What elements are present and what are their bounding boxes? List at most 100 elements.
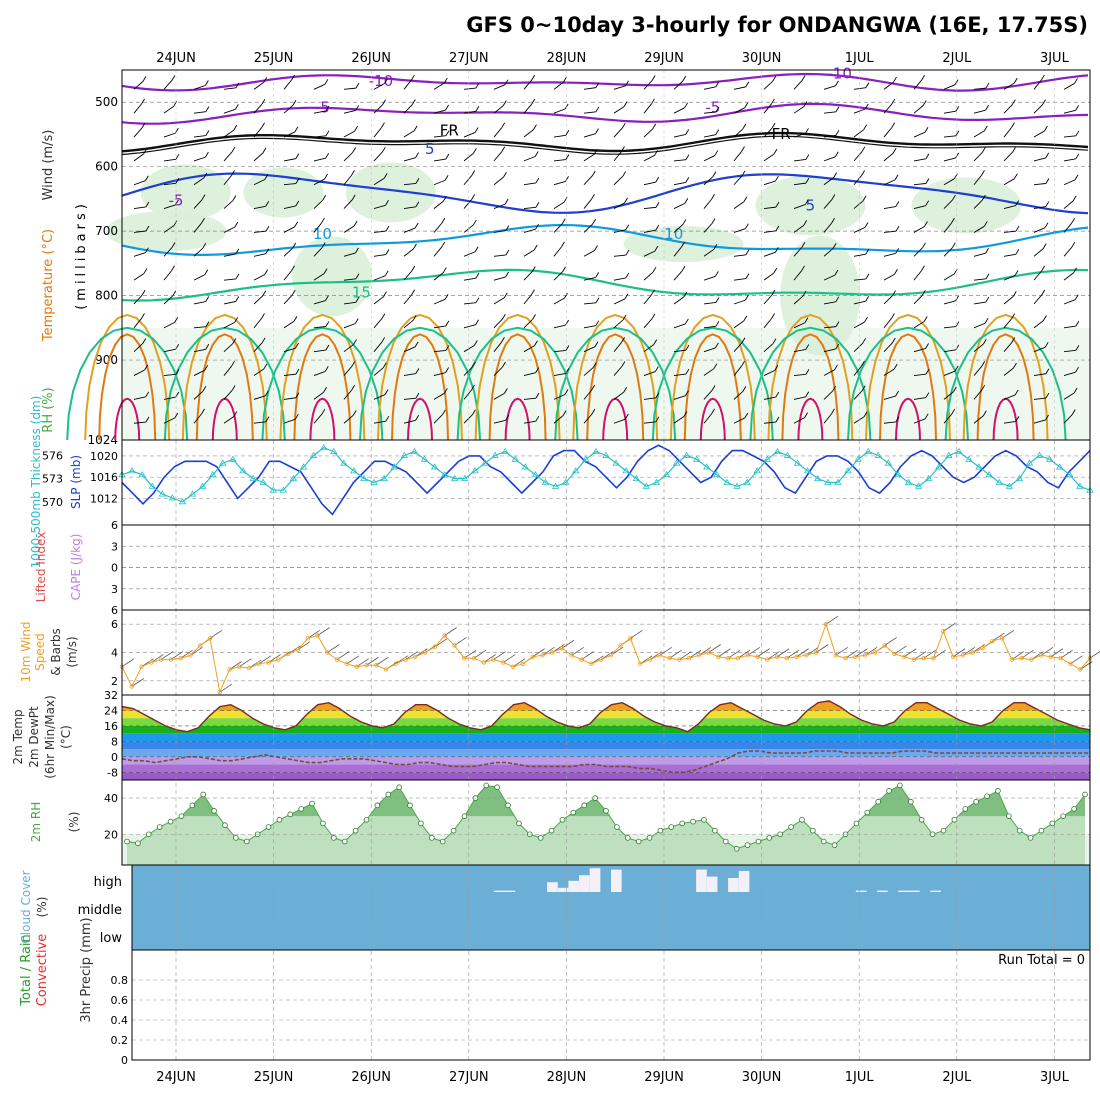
wind-barb-flag bbox=[265, 201, 270, 207]
wind-barb-flag bbox=[622, 314, 627, 321]
thickness-point bbox=[682, 451, 691, 458]
isotherm-minus10 bbox=[121, 72, 1089, 92]
wind-barb bbox=[793, 159, 806, 162]
wind-barb bbox=[553, 394, 566, 400]
wind-speed-point bbox=[256, 661, 262, 667]
rh-point bbox=[831, 842, 838, 848]
wind-barb bbox=[673, 80, 684, 90]
wind-barb bbox=[943, 222, 952, 233]
wind-barb-flag bbox=[501, 146, 506, 152]
wind-speed-point bbox=[364, 663, 369, 668]
wind-barb bbox=[190, 647, 203, 656]
wind-barb-flag bbox=[864, 222, 869, 228]
rh-point bbox=[581, 802, 588, 809]
wind-barb bbox=[523, 228, 536, 233]
cape-li-ylabel: Lifted Index CAPE (J/kg) bbox=[34, 532, 83, 603]
high-cloud-gap bbox=[589, 868, 601, 892]
isotherm-15-lower bbox=[749, 326, 872, 441]
rh-point bbox=[233, 835, 239, 841]
wind-barb bbox=[133, 369, 145, 376]
wind-barb-flag bbox=[382, 99, 386, 106]
wind-barb-flag bbox=[535, 177, 540, 184]
rh-point bbox=[516, 820, 522, 827]
isotherm-25 bbox=[293, 333, 352, 441]
wind-barb bbox=[763, 343, 774, 353]
wind-barb bbox=[733, 151, 742, 162]
thickness-point bbox=[138, 470, 146, 478]
wind-speed-point bbox=[305, 636, 310, 641]
rh-point bbox=[1071, 806, 1077, 812]
wind-barb bbox=[283, 158, 296, 162]
wind-barb bbox=[1089, 651, 1100, 659]
wind-barb-flag bbox=[531, 266, 536, 272]
thickness-point bbox=[551, 482, 560, 489]
thickness-point bbox=[481, 459, 489, 466]
wind-barb bbox=[1033, 206, 1046, 210]
wind-barb bbox=[571, 647, 584, 656]
wind-barb-flag bbox=[1015, 416, 1020, 422]
wind-barb-flag bbox=[835, 80, 839, 87]
wind-barb-flag bbox=[595, 297, 600, 304]
wind-barb-flag bbox=[175, 154, 180, 160]
isotherm-15-lower bbox=[847, 326, 969, 441]
wind-barb-flag bbox=[894, 174, 899, 181]
wind-barb bbox=[763, 80, 774, 90]
wind-barb-flag bbox=[411, 99, 416, 105]
wind-barb bbox=[283, 373, 296, 376]
thickness-point bbox=[864, 447, 872, 454]
slp-ylabel: SLP (mb) bbox=[69, 455, 83, 509]
thickness-point bbox=[592, 447, 600, 454]
wind-barb bbox=[613, 127, 623, 138]
wind-barb-flag bbox=[773, 148, 778, 155]
wind-barb bbox=[163, 321, 175, 329]
wind-barb-flag bbox=[591, 193, 595, 200]
wind-barb bbox=[433, 372, 446, 376]
wind-barb-flag bbox=[175, 178, 180, 184]
wind-barb bbox=[793, 246, 803, 257]
wind-speed-point bbox=[325, 650, 330, 655]
wind-barb-flag bbox=[231, 146, 236, 153]
wind-barb bbox=[433, 392, 445, 400]
thickness-point bbox=[400, 451, 409, 458]
wind-barb-flag bbox=[1011, 313, 1016, 319]
isotherm-30 bbox=[699, 397, 726, 441]
rh-point bbox=[135, 840, 141, 847]
cloud-cover-panel: high middle low Cloud Cover (%) bbox=[19, 865, 1090, 950]
thickness-point bbox=[229, 455, 237, 462]
wind-barb bbox=[160, 651, 174, 660]
wind-barb bbox=[883, 81, 894, 90]
isotherm-15-lower bbox=[651, 326, 774, 441]
wind-barb bbox=[1060, 649, 1073, 659]
wind-barb bbox=[1003, 394, 1016, 400]
isotherm-30 bbox=[407, 397, 433, 441]
wind-barb bbox=[253, 152, 264, 162]
wind-barb bbox=[223, 87, 236, 90]
wind-barb-flag bbox=[653, 339, 658, 345]
thickness-point bbox=[471, 467, 479, 474]
wind-barb bbox=[463, 251, 476, 257]
thickness-point bbox=[219, 459, 227, 466]
temp-ylabel-part: (6hr Min/Max) bbox=[43, 695, 57, 779]
wind-barb-flag bbox=[502, 100, 507, 106]
wind-barb bbox=[733, 128, 744, 138]
wind-barb bbox=[356, 658, 369, 667]
thickness-point bbox=[188, 490, 197, 497]
wind-speed-point bbox=[383, 667, 389, 672]
wind-barb bbox=[433, 179, 446, 186]
wind-barb bbox=[1063, 158, 1076, 162]
wind-barb-flag bbox=[985, 296, 990, 303]
wind-barb-flag bbox=[741, 146, 745, 152]
wind-barb-flag bbox=[385, 200, 389, 206]
wind-barb-flag bbox=[535, 367, 540, 373]
wind-barb-flag bbox=[955, 295, 959, 302]
wind-speed-point bbox=[540, 653, 545, 658]
wind-barb-flag bbox=[624, 197, 628, 204]
wind-barb bbox=[373, 342, 382, 352]
wind-barb-flag bbox=[351, 170, 355, 176]
wind-barb bbox=[493, 366, 503, 376]
wind-barb bbox=[973, 109, 986, 114]
wind-barb-flag bbox=[1073, 267, 1077, 274]
thickness-point bbox=[501, 447, 509, 454]
wind-barb-flag bbox=[835, 296, 840, 303]
rh-point bbox=[450, 827, 457, 834]
